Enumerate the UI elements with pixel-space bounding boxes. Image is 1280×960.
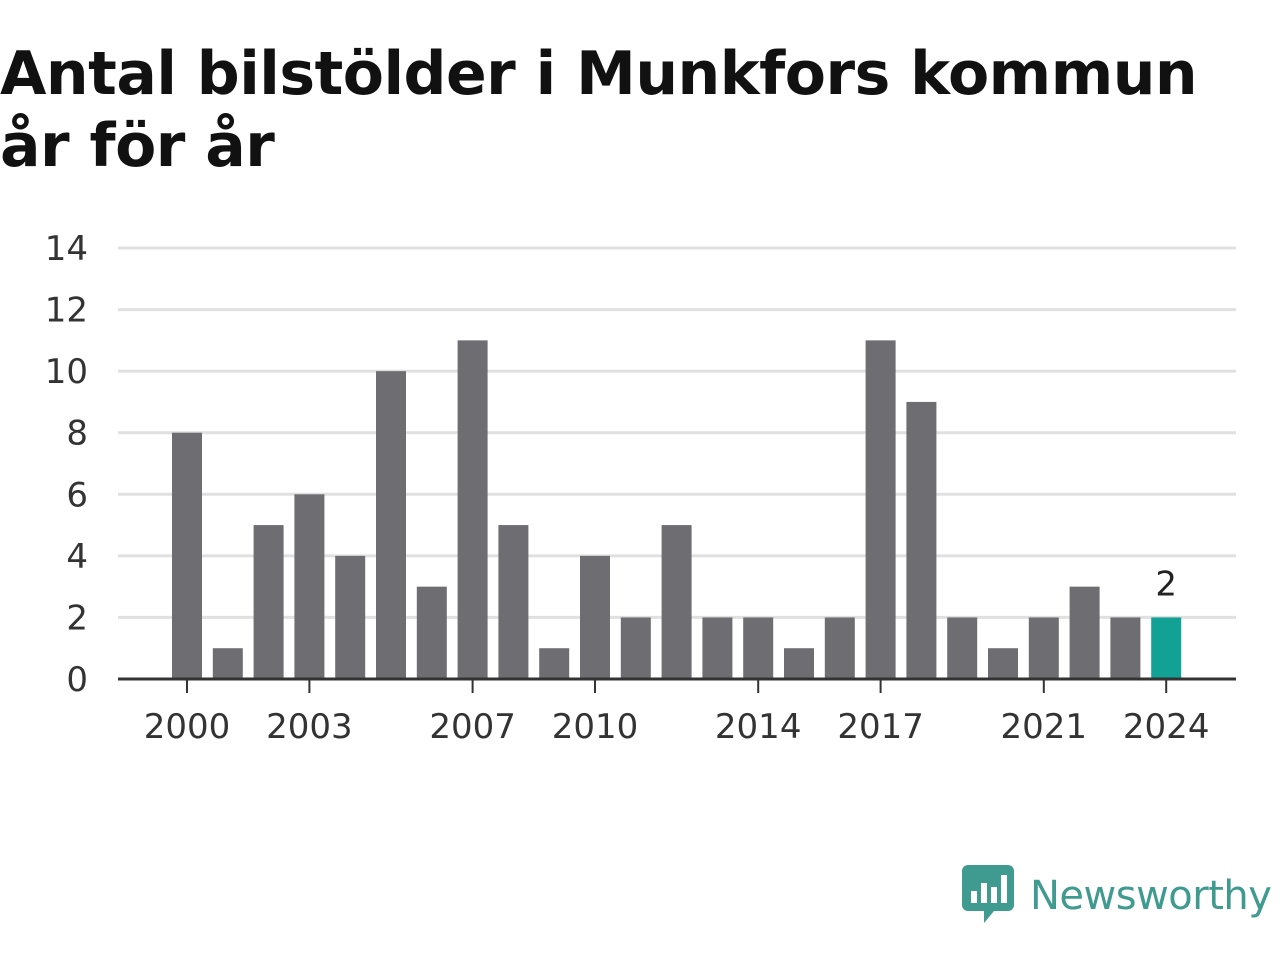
bar-2003 bbox=[294, 494, 325, 679]
bar-2016 bbox=[824, 617, 855, 679]
bars bbox=[172, 340, 1182, 679]
bar-2007 bbox=[457, 340, 488, 679]
bar-2001 bbox=[212, 648, 243, 679]
bar-2023 bbox=[1110, 617, 1141, 679]
x-tick-label: 2010 bbox=[552, 707, 639, 747]
y-tick-label: 8 bbox=[66, 414, 88, 454]
data-label-2024: 2 bbox=[1155, 564, 1177, 604]
bar-2010 bbox=[580, 555, 610, 679]
bar-2000 bbox=[172, 432, 202, 679]
bar-2024 bbox=[1151, 617, 1182, 679]
y-tick-label: 6 bbox=[66, 475, 88, 515]
bar-2013 bbox=[702, 617, 733, 679]
y-tick-label: 0 bbox=[66, 660, 88, 700]
bar-2005 bbox=[376, 371, 406, 679]
x-tick-label: 2021 bbox=[1001, 707, 1088, 747]
x-axis-labels: 2000 2003 2007 2010 2014 2017 2021 2024 bbox=[144, 707, 1210, 747]
bar-2014 bbox=[743, 617, 774, 679]
x-tick-label: 2003 bbox=[266, 707, 353, 747]
bar-2015 bbox=[784, 648, 814, 679]
bar-2008 bbox=[498, 525, 529, 679]
x-tick-label: 2007 bbox=[429, 707, 516, 747]
x-tick-label: 2000 bbox=[144, 707, 231, 747]
brand-name: Newsworthy bbox=[1030, 873, 1272, 919]
bar-2011 bbox=[620, 617, 651, 679]
x-tick-label: 2024 bbox=[1123, 707, 1210, 747]
bar-2009 bbox=[539, 648, 570, 679]
bar-2021 bbox=[1028, 617, 1059, 679]
y-tick-label: 4 bbox=[66, 537, 88, 577]
chart-title: Antal bilstölder i Munkfors kommun år fö… bbox=[0, 39, 1198, 181]
y-tick-label: 14 bbox=[45, 229, 88, 269]
newsworthy-logo-icon bbox=[962, 865, 1014, 923]
bar-2012 bbox=[661, 525, 692, 679]
x-tick-label: 2017 bbox=[837, 707, 924, 747]
bar-2004 bbox=[335, 555, 366, 679]
x-axis bbox=[118, 677, 1236, 693]
bar-2018 bbox=[906, 401, 937, 679]
y-axis-labels: 0 2 4 6 8 10 12 14 bbox=[45, 229, 88, 700]
brand: Newsworthy bbox=[962, 864, 1272, 928]
bar-2020 bbox=[988, 648, 1018, 679]
y-tick-label: 2 bbox=[66, 598, 88, 638]
data-labels: 2 bbox=[1155, 564, 1177, 604]
y-tick-label: 12 bbox=[45, 291, 88, 331]
bar-2022 bbox=[1069, 586, 1100, 679]
bar-2019 bbox=[947, 617, 978, 679]
bar-2017 bbox=[865, 340, 896, 679]
y-tick-label: 10 bbox=[45, 352, 88, 392]
x-tick-label: 2014 bbox=[715, 707, 802, 747]
bar-2006 bbox=[416, 586, 447, 679]
bar-2002 bbox=[253, 525, 284, 679]
